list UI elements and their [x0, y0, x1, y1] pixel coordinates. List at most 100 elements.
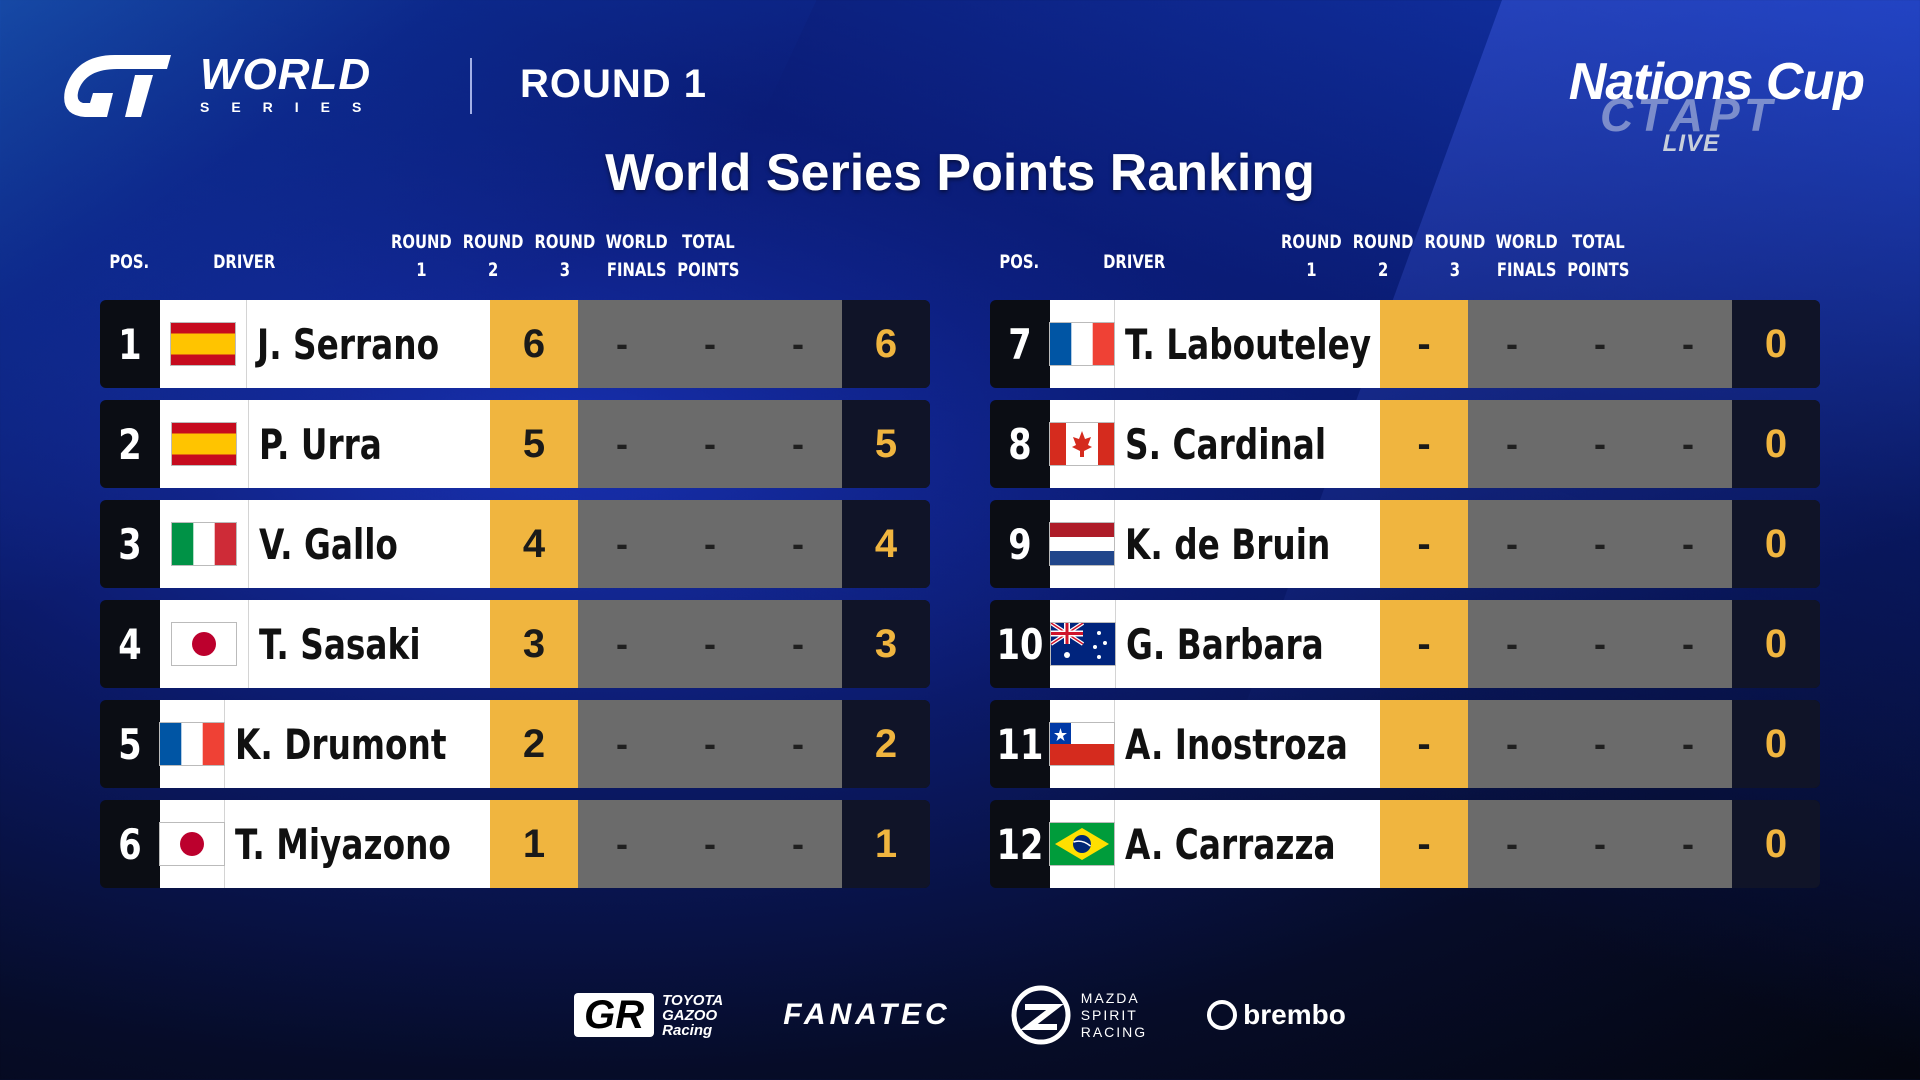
round-2-points: - [578, 600, 666, 688]
header-text: 3 [559, 259, 571, 281]
position: 3 [118, 519, 142, 569]
world-finals-points: - [754, 500, 842, 588]
world-finals-points: - [754, 700, 842, 788]
flag-box [160, 300, 247, 388]
sponsor-bar: GR TOYOTA GAZOO Racing FANATEC MAZDA SPI… [0, 985, 1920, 1045]
round-1-points: - [1380, 500, 1468, 588]
flag-box [1050, 300, 1115, 388]
position: 5 [118, 719, 142, 769]
driver-cell: A. Inostroza [1050, 700, 1380, 788]
header-text: FINALS [606, 259, 667, 281]
table-header: POS. DRIVER ROUND 1 ROUND 2 ROUND 3 WORLD FI… [100, 228, 930, 300]
table-row: 8 S. Cardinal - - - - 0 [990, 400, 1820, 488]
france-flag [160, 723, 224, 765]
round-1-points: 4 [490, 500, 578, 588]
header-text: ROUND [1352, 231, 1414, 253]
header-text: TOTAL [682, 231, 735, 253]
italy-flag [172, 523, 236, 565]
total-points: 1 [842, 800, 930, 888]
gr-mark: GR [574, 993, 655, 1037]
driver-name: G. Barbara [1126, 619, 1325, 669]
driver-cell: A. Carrazza [1050, 800, 1380, 888]
flag-box [160, 700, 225, 788]
position: 2 [118, 419, 142, 469]
round-3-points: - [666, 300, 754, 388]
round-2-points: - [578, 800, 666, 888]
flag-box [160, 800, 225, 888]
header-round-2: ROUND 2 [458, 228, 528, 284]
header-text: 2 [1377, 259, 1389, 281]
round-1-points: - [1380, 600, 1468, 688]
total-points: 3 [842, 600, 930, 688]
round-3-points: - [666, 500, 754, 588]
france-flag [1050, 323, 1114, 365]
round-3-points: - [1556, 600, 1644, 688]
header-world-finals: WORLD FINALS [602, 228, 672, 284]
broadcaster-logo: СТАРТ [1600, 88, 1778, 142]
header-world-finals: WORLD FINALS [1492, 228, 1562, 284]
flag-box [1050, 600, 1117, 688]
chile-flag [1050, 723, 1114, 765]
table-row: 11 A. Inostroza - - - - 0 [990, 700, 1820, 788]
position: 8 [1008, 419, 1032, 469]
round-3-points: - [666, 800, 754, 888]
round-3-points: - [666, 700, 754, 788]
total-points: 5 [842, 400, 930, 488]
position: 7 [1008, 319, 1032, 369]
header-total-points: TOTAL POINTS [1563, 228, 1633, 284]
round-3-points: - [666, 400, 754, 488]
position: 6 [118, 819, 142, 869]
driver-name: A. Inostroza [1125, 719, 1348, 769]
page-title: World Series Points Ranking [605, 144, 1315, 202]
driver-cell: G. Barbara [1050, 600, 1380, 688]
round-2-points: - [1468, 600, 1556, 688]
header-text: TOTAL [1572, 231, 1625, 253]
logo-series-text: SERIES [200, 99, 384, 115]
round-1-points: 1 [490, 800, 578, 888]
world-finals-points: - [1644, 400, 1732, 488]
mazda-text-line: MAZDA [1080, 989, 1140, 1006]
header-round-2: ROUND 2 [1348, 228, 1418, 284]
total-points: 0 [1732, 500, 1820, 588]
round-2-points: - [1468, 300, 1556, 388]
header-divider [470, 58, 472, 114]
logo-world-text: WORLD [200, 50, 372, 99]
round-2-points: - [1468, 500, 1556, 588]
flag-box [160, 500, 249, 588]
brazil-flag [1050, 823, 1114, 865]
world-finals-points: - [1644, 800, 1732, 888]
gr-text-line: Racing [662, 1021, 713, 1039]
netherlands-flag [1050, 523, 1114, 565]
driver-name: S. Cardinal [1125, 419, 1327, 469]
round-2-points: - [578, 400, 666, 488]
table-header: POS. DRIVER ROUND 1 ROUND 2 ROUND 3 WORLD FI… [990, 228, 1820, 300]
round-label: ROUND 1 [520, 62, 708, 106]
round-1-points: 3 [490, 600, 578, 688]
gr-text-line: GAZOO [662, 1006, 718, 1024]
total-points: 0 [1732, 800, 1820, 888]
driver-cell: T. Miyazono [160, 800, 490, 888]
total-points: 6 [842, 300, 930, 388]
world-finals-points: - [754, 800, 842, 888]
header-round-3: ROUND 3 [1420, 228, 1490, 284]
driver-cell: T. Sasaki [160, 600, 490, 688]
total-points: 0 [1732, 700, 1820, 788]
table-row: 6 T. Miyazono 1 - - - 1 [100, 800, 930, 888]
fanatec-logo: FANATEC [783, 998, 951, 1031]
brembo-text: brembo [1243, 999, 1346, 1030]
position: 9 [1008, 519, 1032, 569]
japan-flag [160, 823, 224, 865]
table-row: 3 V. Gallo 4 - - - 4 [100, 500, 930, 588]
ranking-table-left: POS. DRIVER ROUND 1 ROUND 2 ROUND 3 WORLD FI… [100, 228, 930, 900]
ranking-table-right: POS. DRIVER ROUND 1 ROUND 2 ROUND 3 WORLD FI… [990, 228, 1820, 900]
position: 10 [996, 619, 1044, 669]
round-1-points: 2 [490, 700, 578, 788]
driver-name: T. Miyazono [235, 819, 451, 869]
header-round-3: ROUND 3 [530, 228, 600, 284]
world-finals-points: - [1644, 600, 1732, 688]
driver-cell: K. Drumont [160, 700, 490, 788]
table-row: 10 G. Barbara - - - - 0 [990, 600, 1820, 688]
round-3-points: - [1556, 700, 1644, 788]
header-text: FINALS [1496, 259, 1557, 281]
table-row: 4 T. Sasaki 3 - - - 3 [100, 600, 930, 688]
